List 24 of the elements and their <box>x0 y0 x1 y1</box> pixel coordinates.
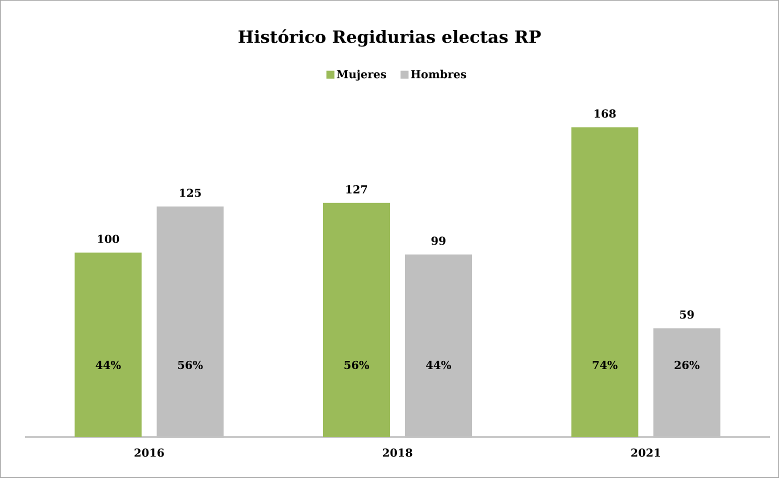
annotation: 44% <box>426 360 452 370</box>
bar <box>653 328 720 437</box>
data-label: 99 <box>431 236 446 245</box>
x-tick-label: 2018 <box>382 448 412 457</box>
annotation: 44% <box>96 360 121 370</box>
data-label: 168 <box>594 109 616 118</box>
data-label: 125 <box>180 188 201 197</box>
legend-label: Mujeres <box>336 70 386 81</box>
annotation: 74% <box>592 360 618 370</box>
data-label: 59 <box>680 310 694 319</box>
annotation: 56% <box>178 360 203 370</box>
data-label: 100 <box>98 234 120 244</box>
bar <box>323 202 390 437</box>
bar <box>74 252 142 437</box>
annotation: 56% <box>344 360 370 370</box>
chart-title: Histórico Regidurias electas RP <box>238 29 541 47</box>
bar <box>156 206 224 437</box>
bar <box>571 127 638 437</box>
annotation: 26% <box>674 360 700 370</box>
x-tick-label: 2016 <box>134 448 164 457</box>
legend-label: Hombres <box>411 70 466 78</box>
data-label: 127 <box>346 185 368 194</box>
x-tick-label: 2021 <box>631 448 660 457</box>
bar <box>405 254 472 437</box>
